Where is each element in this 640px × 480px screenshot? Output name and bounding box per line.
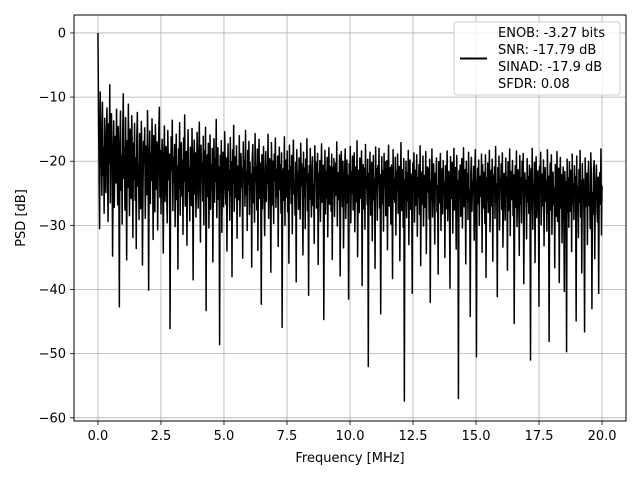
legend-sfdr: SFDR: 0.08 [498, 77, 570, 92]
x-tick-label: 5.0 [214, 429, 235, 444]
x-tick-label: 12.5 [399, 429, 428, 444]
x-tick-label: 17.5 [525, 429, 554, 444]
psd-series-line [97, 32, 603, 402]
x-tick-label: 7.5 [277, 429, 298, 444]
x-tick-label: 2.5 [151, 429, 172, 444]
y-axis-ticks: 0 −10 −20 −30 −40 −50 −60 [39, 26, 74, 426]
y-tick-label: −20 [39, 155, 66, 170]
y-tick-label: −60 [39, 411, 66, 426]
x-tick-label: 15.0 [462, 429, 491, 444]
series-group [97, 32, 603, 402]
legend-sinad: SINAD: -17.9 dB [498, 60, 602, 75]
x-tick-label: 0.0 [88, 429, 109, 444]
y-tick-label: −40 [39, 283, 66, 298]
x-axis-label: Frequency [MHz] [295, 451, 404, 466]
legend: ENOB: -3.27 bits SNR: -17.79 dB SINAD: -… [453, 21, 621, 96]
y-tick-label: −30 [39, 219, 66, 234]
y-tick-label: −10 [39, 91, 66, 106]
y-axis-label: PSD [dB] [14, 189, 29, 247]
x-axis-ticks: 0.0 2.5 5.0 7.5 10.0 12.5 15.0 17.5 20.0 [88, 421, 617, 444]
legend-box [453, 21, 621, 96]
y-tick-label: −50 [39, 347, 66, 362]
x-tick-label: 10.0 [336, 429, 365, 444]
legend-enob: ENOB: -3.27 bits [498, 26, 605, 41]
legend-snr: SNR: -17.79 dB [498, 43, 596, 58]
y-tick-label: 0 [58, 26, 66, 41]
x-tick-label: 20.0 [588, 429, 617, 444]
